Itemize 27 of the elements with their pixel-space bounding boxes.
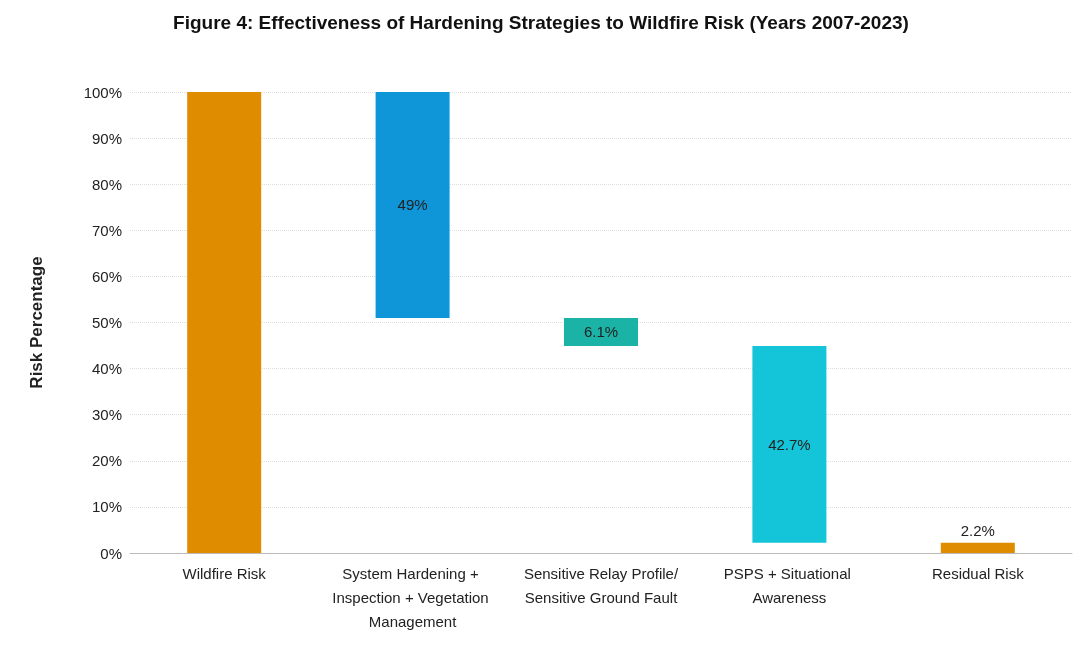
y-tick-label: 60%: [91, 267, 122, 285]
data-label: 49%: [397, 196, 428, 214]
y-tick-label: 10%: [91, 498, 122, 516]
x-tick-label: Sensitive Relay Profile/Sensitive Ground Fault: [523, 564, 679, 606]
bar: [564, 317, 638, 347]
y-tick-label: 0%: [100, 544, 122, 562]
y-tick-label: 80%: [91, 175, 122, 193]
y-tick-label: 30%: [91, 406, 122, 424]
y-tick-label: 70%: [91, 221, 122, 239]
chart-title: Figure 4: Effectiveness of Hardening Strategies to Wildfire Risk (Years 2007-2023): [173, 12, 909, 33]
x-tick-label: System Hardening + Inspection + Vegetation Management: [332, 564, 493, 630]
bar: [375, 92, 450, 318]
bar: [940, 542, 1015, 553]
bar: [187, 92, 262, 553]
bar: [752, 346, 827, 543]
x-tick-label: Residual Risk: [931, 564, 1025, 582]
y-axis-title: Risk Percentage: [27, 256, 46, 389]
y-tick-label: 90%: [91, 129, 122, 147]
x-tick-label: Wildfire Risk: [182, 564, 267, 582]
y-tick-label: 50%: [91, 314, 122, 331]
y-tick-label: 20%: [91, 452, 122, 470]
x-tick-label: PSPS + Situational Awareness: [723, 564, 856, 606]
y-tick-label: 100%: [83, 83, 122, 101]
data-label: 6.1%: [583, 323, 619, 341]
data-label: 2.2%: [960, 521, 995, 539]
y-tick-label: 40%: [91, 360, 122, 378]
data-label: 42.7%: [768, 435, 811, 453]
